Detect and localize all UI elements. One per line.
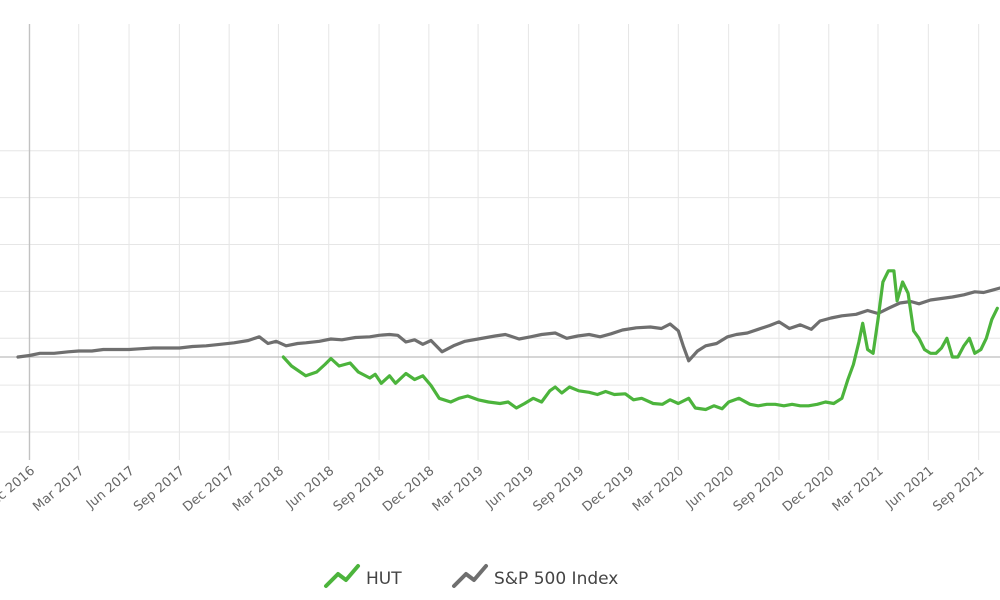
x-tick-label: Jun 2017 [83, 464, 137, 513]
x-tick-label: Dec 2016 [0, 464, 38, 516]
x-tick-label: Sep 2020 [731, 464, 788, 515]
legend-line-icon [452, 564, 488, 588]
series-line-s-p-500-index [16, 286, 1000, 363]
x-tick-label: Dec 2019 [580, 464, 637, 516]
legend-item-hut[interactable]: HUT [324, 564, 402, 589]
x-tick-label: Dec 2020 [780, 464, 837, 516]
legend-label: HUT [366, 569, 402, 589]
x-tick-label: Dec 2018 [380, 464, 437, 516]
chart-legend[interactable]: HUT S&P 500 Index [324, 564, 618, 589]
x-tick-label: Sep 2021 [930, 464, 987, 515]
x-tick-label: Jun 2019 [483, 464, 537, 513]
series-lines [16, 269, 1000, 412]
x-tick-label: Dec 2017 [180, 464, 237, 516]
x-tick-label: Sep 2019 [530, 464, 587, 515]
x-tick-label: Jun 2020 [683, 464, 737, 513]
x-tick-label: Mar 2019 [430, 464, 487, 515]
x-tick-label: Mar 2020 [630, 464, 687, 515]
x-tick-label: Sep 2017 [131, 464, 188, 515]
x-tick-label: Sep 2018 [331, 464, 388, 515]
x-tick-label: Mar 2021 [830, 464, 887, 515]
legend-line-icon [324, 564, 360, 588]
x-tick-label: Jun 2021 [882, 464, 936, 513]
chart-grid [0, 24, 1000, 460]
legend-label: S&P 500 Index [494, 569, 618, 589]
x-tick-label: Jun 2018 [283, 464, 337, 513]
x-tick-label: Mar 2018 [230, 464, 287, 515]
x-tick-label: Mar 2017 [30, 464, 87, 515]
legend-item-s-p-500-index[interactable]: S&P 500 Index [452, 564, 618, 589]
series-line-hut [281, 269, 999, 412]
